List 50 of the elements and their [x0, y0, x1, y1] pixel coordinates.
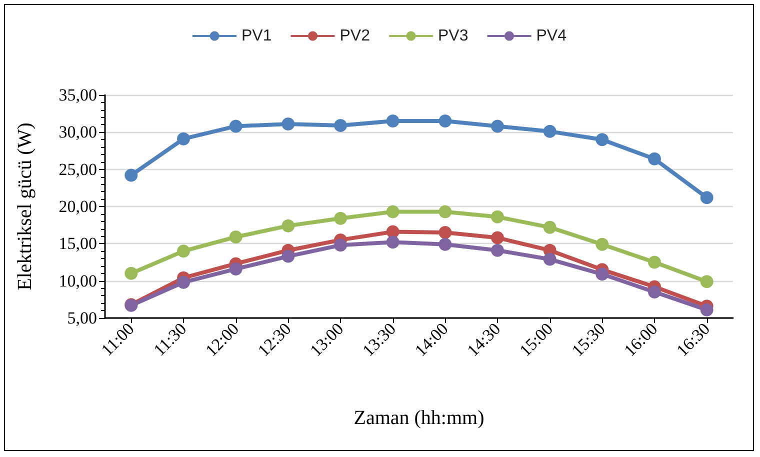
point	[282, 250, 295, 263]
legend-label: PV2	[340, 28, 370, 44]
x-axis-title: Zaman (hh:mm)	[354, 407, 484, 429]
point	[700, 275, 714, 288]
point	[229, 230, 242, 244]
point	[177, 132, 190, 146]
point	[700, 303, 714, 316]
point	[543, 252, 556, 266]
y-tick-label: 5,00	[67, 308, 97, 328]
point	[334, 238, 347, 252]
point	[177, 276, 190, 289]
point	[700, 191, 714, 204]
point	[282, 117, 295, 130]
point	[334, 118, 347, 132]
y-tick-label: 10,00	[58, 271, 97, 290]
point	[543, 220, 556, 234]
y-tick-label: 15,00	[58, 234, 97, 254]
point	[124, 168, 138, 182]
y-tick-label: 25,00	[58, 160, 97, 179]
point	[282, 219, 295, 232]
point	[491, 231, 504, 244]
y-tick-label: 35,00	[58, 86, 97, 104]
point	[438, 238, 452, 251]
point	[596, 268, 609, 281]
point	[648, 285, 661, 298]
point	[491, 120, 504, 133]
legend-label: PV1	[242, 28, 272, 44]
point	[229, 262, 242, 276]
point	[648, 152, 661, 166]
point	[334, 212, 347, 225]
point	[229, 120, 242, 133]
point	[177, 244, 190, 258]
point	[438, 205, 452, 218]
point	[596, 133, 609, 146]
y-tick-label: 30,00	[58, 122, 97, 142]
point	[386, 236, 400, 249]
y-tick-label: 20,00	[58, 197, 97, 216]
y-axis-title: Elektriksel gücü (W)	[14, 122, 36, 290]
point	[648, 256, 661, 269]
point	[438, 226, 452, 240]
legend-label: PV4	[536, 28, 567, 44]
legend-label: PV3	[438, 28, 468, 44]
point	[124, 266, 138, 280]
point	[543, 124, 556, 138]
point	[596, 238, 609, 251]
point	[491, 210, 504, 224]
point	[491, 244, 504, 257]
point	[386, 114, 400, 128]
point	[438, 114, 452, 128]
point	[386, 205, 400, 218]
